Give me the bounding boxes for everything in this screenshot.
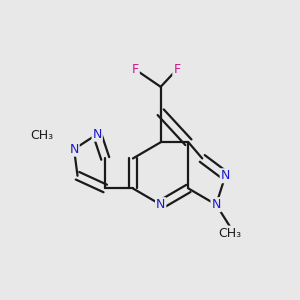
Text: N: N xyxy=(92,128,102,141)
Text: CH₃: CH₃ xyxy=(218,226,242,240)
Text: N: N xyxy=(212,198,221,211)
Text: CH₃: CH₃ xyxy=(30,129,53,142)
Text: N: N xyxy=(156,198,165,211)
Text: N: N xyxy=(69,143,79,156)
Text: F: F xyxy=(173,63,180,76)
Text: F: F xyxy=(132,63,139,76)
Text: N: N xyxy=(221,169,230,182)
